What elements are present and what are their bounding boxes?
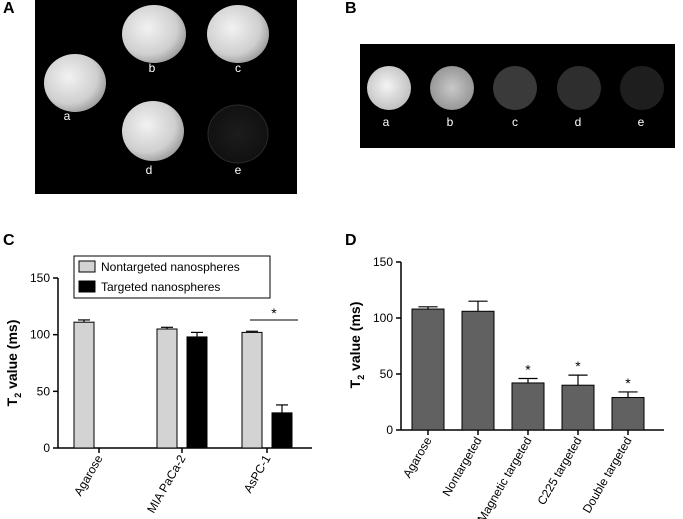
sample-disc-d	[122, 101, 184, 161]
bar-targeted	[186, 336, 208, 449]
y-tick-label: 150	[373, 255, 393, 269]
panel-label-d: D	[345, 232, 357, 249]
bar-nontargeted	[73, 321, 95, 449]
sample-label-a: a	[64, 109, 71, 123]
legend-label-nontargeted: Nontargeted nanospheres	[101, 260, 240, 274]
sample-disc-e	[620, 66, 664, 110]
mri-panel-a-svg: b c a d e	[44, 5, 269, 177]
significance-marker: *	[271, 305, 277, 321]
bar	[561, 384, 595, 431]
sample-disc-c	[207, 5, 269, 63]
y-tick-label: 0	[43, 441, 50, 455]
y-axis-label: T2 value (ms)	[347, 302, 366, 389]
sample-label-b: b	[447, 115, 454, 129]
y-axis-label-subscript: 2	[13, 393, 23, 398]
panel-label-b: B	[345, 0, 357, 17]
bar	[411, 308, 445, 431]
y-tick-label: 0	[386, 423, 393, 437]
sample-disc-a	[367, 66, 411, 110]
x-tick-label: Nontargeted	[439, 435, 484, 499]
sample-disc-b	[430, 66, 474, 110]
y-axis-label-main: T	[347, 379, 363, 388]
bar	[611, 397, 645, 431]
bar	[511, 382, 545, 431]
panel-label-a: A	[3, 0, 15, 17]
x-tick-label: MIA PaCa-2	[144, 452, 189, 515]
mri-image-panel-a: b c a d e	[35, 0, 297, 194]
sample-disc-b	[122, 5, 186, 63]
sample-disc-a	[44, 54, 106, 112]
chart-panel-c: 0 50 100 150 T2 value (ms) Agarose MIA PaCa-2 A…	[4, 255, 312, 516]
legend-box	[73, 255, 271, 299]
sample-label-b: b	[149, 61, 156, 75]
y-tick-label: 100	[373, 311, 393, 325]
sample-disc-c	[493, 66, 537, 110]
y-axis-label-rest: value (ms)	[4, 320, 20, 393]
x-tick-label: Agarose	[71, 452, 106, 498]
y-axis-label: T2 value (ms)	[4, 320, 23, 407]
y-axis-label-subscript: 2	[356, 375, 366, 380]
sample-label-c: c	[512, 115, 518, 129]
y-tick-label: 100	[30, 328, 50, 342]
y-axis-label-rest: value (ms)	[347, 302, 363, 375]
y-tick-label: 50	[37, 384, 51, 398]
sample-label-c: c	[235, 61, 241, 75]
legend-swatch-targeted	[78, 280, 96, 293]
sample-disc-d	[557, 66, 601, 110]
bar-targeted	[271, 412, 293, 449]
x-tick-label: C225 targeted	[534, 435, 584, 508]
significance-marker: *	[525, 361, 531, 377]
sample-label-e: e	[638, 115, 645, 129]
sample-disc-e	[207, 104, 269, 164]
y-axis-label-main: T	[4, 397, 20, 406]
sample-label-a: a	[383, 115, 390, 129]
y-tick-label: 50	[380, 367, 394, 381]
y-tick-label: 150	[30, 271, 50, 285]
legend-label-targeted: Targeted nanospheres	[101, 280, 220, 294]
chart-panel-d: 0 50 100 150 T2 value (ms) Agarose Nontargeted…	[347, 255, 664, 519]
x-tick-label: Magnetic targeted	[474, 435, 534, 519]
bar-nontargeted	[156, 328, 178, 449]
sample-label-d: d	[575, 115, 582, 129]
mri-image-panel-b: a b c d e	[360, 44, 675, 148]
x-tick-label: AsPC-1	[241, 452, 274, 495]
significance-marker: *	[625, 375, 631, 391]
mri-panel-b-svg: a b c d e	[367, 66, 664, 129]
x-tick-label: Double targeted	[580, 435, 635, 516]
legend-swatch-nontargeted	[78, 260, 96, 273]
bar	[461, 310, 495, 431]
panel-label-c: C	[3, 232, 15, 249]
bar-nontargeted	[241, 331, 263, 449]
sample-label-d: d	[146, 163, 153, 177]
x-tick-label: Agarose	[400, 434, 435, 480]
sample-label-e: e	[235, 163, 242, 177]
significance-marker: *	[575, 358, 581, 374]
